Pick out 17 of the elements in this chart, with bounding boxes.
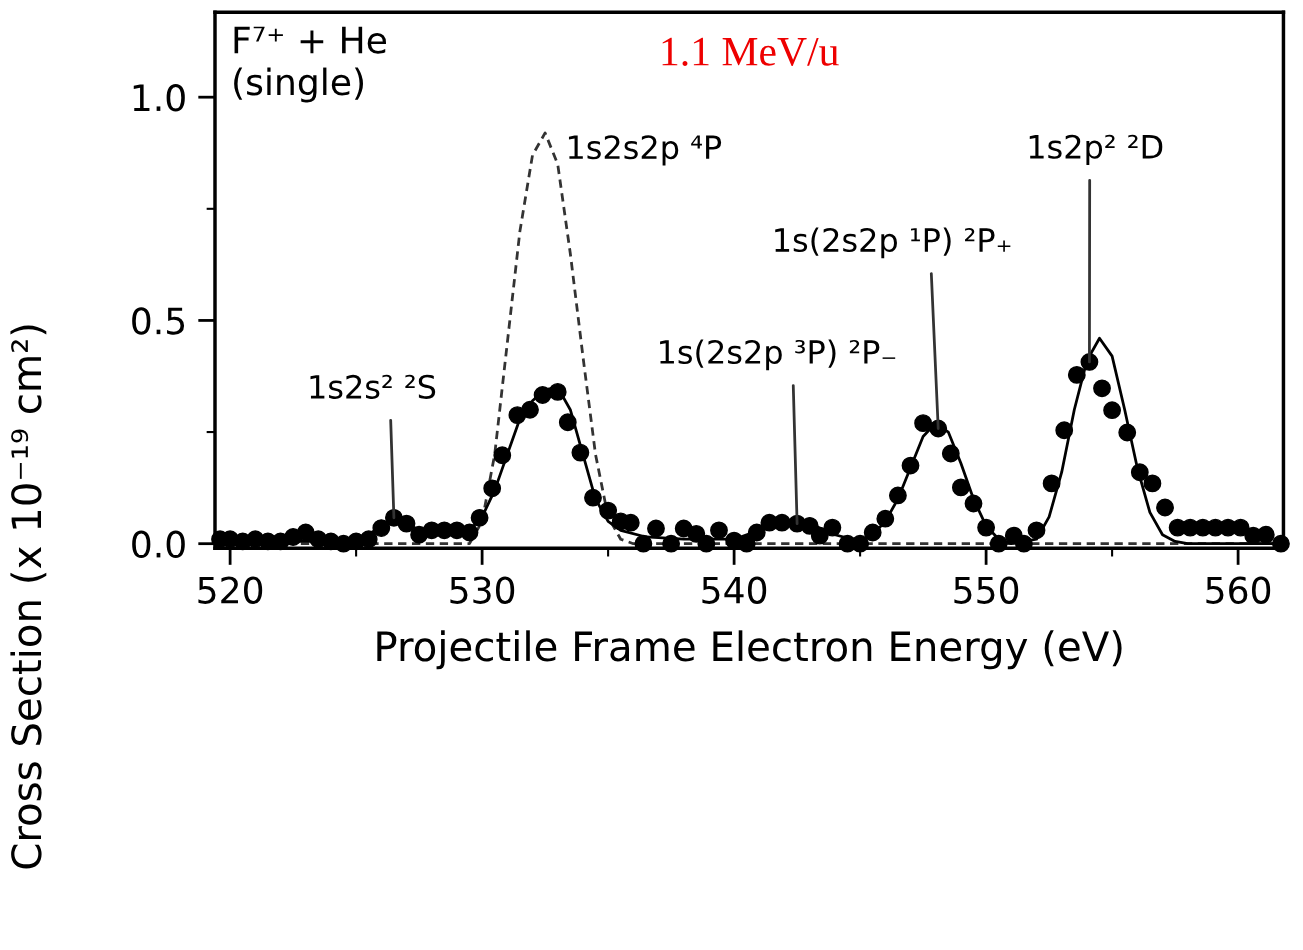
y-tick-label: 0.0 bbox=[132, 530, 185, 558]
y-tick-label: 1.0 bbox=[133, 84, 185, 112]
chart-title: 1.1 MeV/u bbox=[662, 37, 839, 67]
y-axis-title: Cross Section (x 10⁻¹⁹ cm²) bbox=[10, 325, 47, 869]
x-tick-label: 540 bbox=[702, 576, 767, 604]
x-tick-label: 520 bbox=[198, 576, 263, 604]
annotation: F⁷⁺ + He (single) bbox=[234, 26, 386, 103]
annotation: 1s2s² ²S bbox=[310, 374, 436, 399]
x-tick-label: 530 bbox=[450, 576, 515, 604]
annotation: 1s2p² ²D bbox=[1029, 134, 1163, 166]
y-tick-label: 0.5 bbox=[132, 307, 185, 335]
x-axis-title: Projectile Frame Electron Energy (eV) bbox=[377, 630, 1122, 670]
annotation: 1s(2s2p ³P) ²P₋ bbox=[660, 339, 896, 371]
annotation: 1s2s2p ⁴P bbox=[568, 135, 722, 166]
x-tick-label: 550 bbox=[954, 576, 1019, 604]
annotation: 1s(2s2p ¹P) ²P₊ bbox=[775, 227, 1011, 259]
x-tick-label: 560 bbox=[1206, 576, 1271, 604]
